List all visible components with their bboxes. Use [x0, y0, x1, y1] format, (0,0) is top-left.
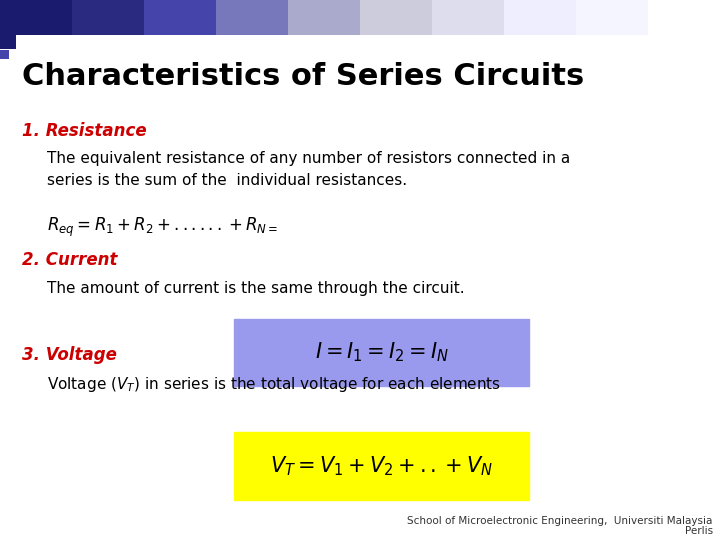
Text: 3. Voltage: 3. Voltage	[22, 346, 117, 363]
Bar	[432, 0, 505, 35]
Text: $V_T = V_1 + V_2 + .. + V_N$: $V_T = V_1 + V_2 + .. + V_N$	[270, 454, 493, 477]
Text: Voltage $(V_T)$ in series is the total voltage for each elements: Voltage $(V_T)$ in series is the total v…	[47, 375, 501, 394]
Text: $R_{eq}= R_1+R_2+......+R_{N=}$: $R_{eq}= R_1+R_2+......+R_{N=}$	[47, 216, 278, 239]
Text: The amount of current is the same through the circuit.: The amount of current is the same throug…	[47, 281, 464, 296]
FancyBboxPatch shape	[234, 319, 529, 386]
Bar	[216, 0, 289, 35]
Bar	[360, 0, 433, 35]
Text: $I = I_1 = I_2 = I_N$: $I = I_1 = I_2 = I_N$	[315, 341, 449, 364]
Text: Perlis: Perlis	[685, 525, 713, 536]
Bar	[144, 0, 217, 35]
Bar	[72, 0, 145, 35]
Text: The equivalent resistance of any number of resistors connected in a: The equivalent resistance of any number …	[47, 151, 570, 166]
Bar	[648, 0, 720, 35]
Text: School of Microelectronic Engineering,  Universiti Malaysia: School of Microelectronic Engineering, U…	[408, 516, 713, 526]
Bar	[288, 0, 361, 35]
Bar	[504, 0, 577, 35]
Bar	[0, 0, 73, 35]
Text: 2. Current: 2. Current	[22, 251, 117, 269]
Bar	[0, 50, 9, 59]
Text: 1. Resistance: 1. Resistance	[22, 122, 146, 139]
Text: Characteristics of Series Circuits: Characteristics of Series Circuits	[22, 62, 584, 91]
Text: series is the sum of the  individual resistances.: series is the sum of the individual resi…	[47, 173, 407, 188]
Bar	[0, 35, 16, 49]
Bar	[576, 0, 649, 35]
FancyBboxPatch shape	[234, 432, 529, 500]
